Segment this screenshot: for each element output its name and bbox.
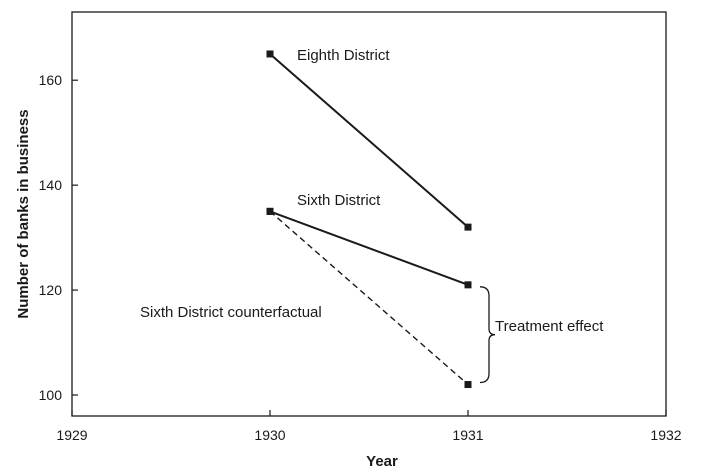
series-line-1 [269, 210, 469, 286]
y-axis: 100 120 140 160 [39, 72, 78, 403]
x-axis: 1929 1930 1931 1932 [56, 410, 682, 443]
series-point-1-1 [464, 281, 472, 289]
series-layer [266, 50, 472, 389]
x-tick-label-1930: 1930 [254, 427, 285, 443]
series-point-0-1 [464, 223, 472, 231]
series-label-eighth-district: Eighth District [297, 47, 390, 64]
y-tick-label-120: 120 [39, 282, 63, 298]
series-point-2-1 [464, 381, 472, 389]
series-line-0 [269, 53, 469, 228]
y-tick-label-100: 100 [39, 387, 63, 403]
series-point-0-0 [266, 50, 274, 58]
y-axis-title: Number of banks in business [15, 109, 32, 318]
x-tick-label-1929: 1929 [56, 427, 87, 443]
treatment-effect-brace [479, 286, 496, 384]
treatment-effect-label: Treatment effect [495, 318, 604, 335]
plot-frame [71, 11, 667, 417]
series-label-sixth-district-counterfactual: Sixth District counterfactual [140, 304, 322, 321]
y-tick-label-160: 160 [39, 72, 63, 88]
x-tick-label-1931: 1931 [452, 427, 483, 443]
series-point-2-0 [266, 207, 274, 215]
series-line-2 [269, 210, 469, 386]
x-axis-title: Year [366, 453, 398, 470]
x-tick-label-1932: 1932 [650, 427, 681, 443]
series-label-sixth-district: Sixth District [297, 192, 381, 209]
y-tick-label-140: 140 [39, 177, 63, 193]
